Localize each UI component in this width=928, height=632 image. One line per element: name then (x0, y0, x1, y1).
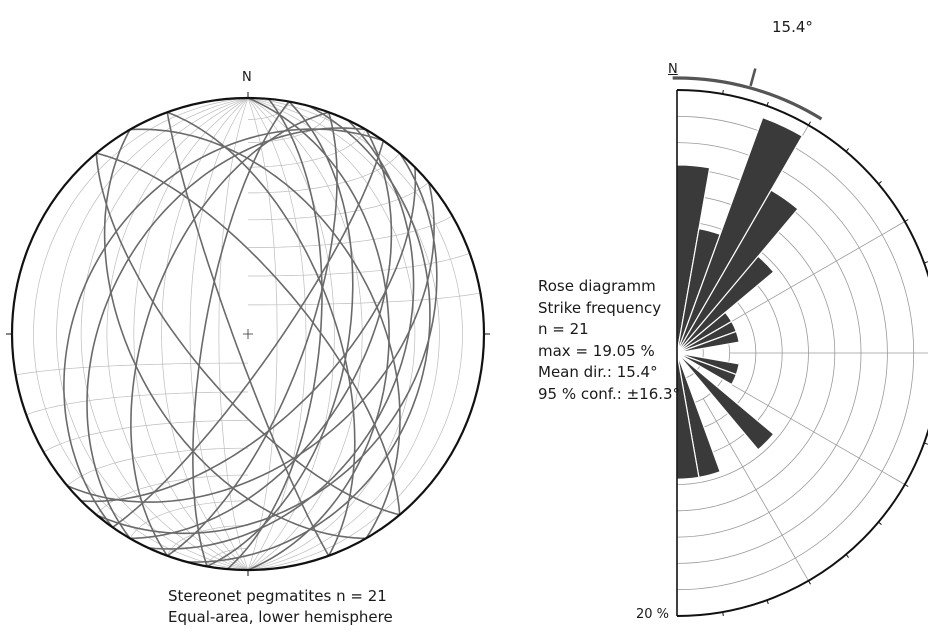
rose-sector (676, 255, 775, 354)
grid-small-circle (26, 391, 248, 416)
rose-spoke (722, 221, 905, 328)
grid-great-circle (247, 97, 390, 571)
confidence-arc (672, 76, 823, 121)
rose-grid (676, 89, 928, 617)
grid-small-circle (15, 362, 248, 376)
stereonet-great-circles (63, 97, 438, 571)
grid-great-circle (247, 97, 440, 571)
pegmatite-plane (130, 111, 329, 557)
rose-bars (676, 116, 804, 480)
pegmatite-plane (95, 153, 400, 516)
stats-title: Rose diagramm (538, 277, 656, 295)
rose-spoke (702, 398, 809, 581)
mean-direction-label: 15.4° (772, 18, 813, 36)
stats-count: n = 21 (538, 320, 589, 338)
rose-sector (676, 352, 775, 451)
pegmatite-plane (81, 167, 417, 503)
mean-direction-tick (749, 68, 757, 87)
pegmatite-plane (129, 128, 401, 539)
rose-statistics: Rose diagramm Strike frequency n = 21 ma… (538, 276, 680, 405)
pegmatite-plane (166, 111, 338, 557)
stats-mean: Mean dir.: 15.4° (538, 363, 658, 381)
pegmatite-plane (192, 101, 290, 567)
pegmatite-plane (166, 111, 356, 557)
stereonet-caption: Stereonet pegmatites n = 21 Equal-area, … (168, 586, 393, 628)
pegmatite-plane (96, 152, 401, 515)
grid-small-circle (66, 447, 248, 486)
pegmatite-plane (148, 119, 415, 550)
rose-spoke (722, 378, 905, 485)
pegmatite-plane (112, 140, 385, 528)
rose-sector (676, 189, 799, 354)
stats-subtitle: Strike frequency (538, 298, 662, 317)
stereonet-north-label: N (242, 70, 252, 85)
rose-north-label: N (668, 62, 678, 77)
grid-great-circle (56, 97, 249, 571)
pegmatite-plane (86, 127, 367, 539)
pegmatite-plane (129, 129, 393, 540)
grid-small-circle (248, 292, 481, 306)
pegmatite-plane (247, 97, 390, 571)
grid-great-circle (106, 97, 249, 571)
rose-diagram (672, 68, 928, 617)
pegmatite-plane (226, 98, 323, 570)
stats-confidence: 95 % conf.: ±16.3° (538, 384, 681, 403)
pegmatite-plane (166, 112, 330, 557)
rose-sector (676, 330, 740, 354)
pegmatite-plane (95, 152, 438, 535)
stats-max: max = 19.05 % (538, 341, 655, 360)
pegmatite-plane (186, 105, 431, 563)
pegmatite-plane (103, 129, 367, 540)
rose-sector (676, 352, 738, 386)
caption-line-2: Equal-area, lower hemisphere (168, 608, 393, 626)
stereonet (6, 92, 490, 576)
pegmatite-plane (66, 182, 435, 503)
rose-outer-boundary (676, 89, 928, 617)
rose-scale-label: 20 % (636, 607, 670, 622)
caption-line-1: Stereonet pegmatites n = 21 (168, 587, 387, 605)
pegmatite-plane (63, 128, 384, 528)
rose-sector (676, 116, 804, 354)
